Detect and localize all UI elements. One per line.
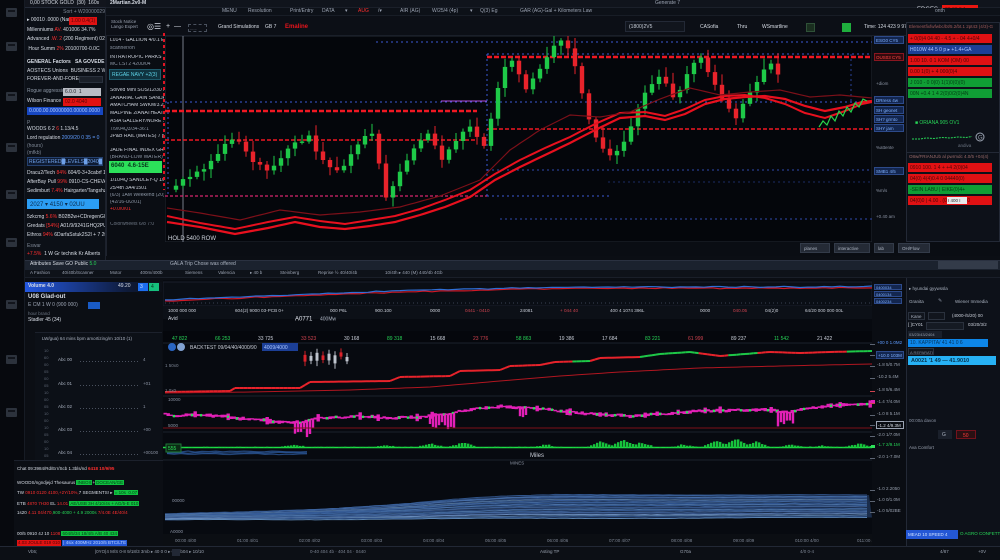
svg-text:19 386: 19 386	[559, 336, 575, 342]
svg-text:000 P6L: 000 P6L	[330, 308, 348, 313]
svg-text:4009/4000: 4009/4000	[264, 345, 288, 351]
svg-text:A0771: A0771	[295, 317, 313, 323]
svg-text:MINES: MINES	[510, 461, 524, 466]
svg-text:66 253: 66 253	[215, 336, 231, 342]
svg-text:1000 000 000: 1000 000 000	[168, 308, 197, 313]
svg-text:040.05: 040.05	[733, 308, 747, 313]
svg-text:5000: 5000	[168, 423, 179, 428]
svg-text:BACKTEST 09/04/40/4000/90: BACKTEST 09/04/40/4000/90	[190, 345, 257, 351]
svg-text:08:00 4/08: 08:00 4/08	[671, 538, 693, 543]
svg-text:010:00 4/00: 010:00 4/00	[795, 538, 819, 543]
svg-text:33 725: 33 725	[258, 336, 274, 342]
svg-text:HOLD 5400 ROW: HOLD 5400 ROW	[168, 236, 216, 242]
svg-text:0000: 0000	[700, 308, 711, 313]
svg-text:604(2) 9000 03-PCB 0+: 604(2) 9000 03-PCB 0+	[235, 308, 284, 313]
svg-text:400 4 1074 396L: 400 4 1074 396L	[610, 308, 645, 313]
svg-text:0000: 0000	[430, 308, 441, 313]
svg-text:555: 555	[168, 446, 177, 452]
svg-text:0441 - 0410: 0441 - 0410	[465, 308, 490, 313]
svg-text:01:00 4/01: 01:00 4/01	[237, 538, 259, 543]
svg-text:23 776: 23 776	[473, 336, 489, 342]
svg-text:900.100: 900.100	[375, 308, 392, 313]
svg-text:1 0x0: 1 0x0	[165, 388, 177, 393]
svg-text:24081: 24081	[520, 308, 533, 313]
svg-text:011:00 4/01: 011:00 4/01	[857, 538, 872, 543]
svg-text:89 237: 89 237	[731, 336, 747, 342]
svg-text:A0000: A0000	[170, 529, 184, 534]
svg-text:83 221: 83 221	[645, 336, 661, 342]
svg-text:+ 044 40: + 044 40	[560, 308, 578, 313]
svg-text:30 168: 30 168	[344, 336, 360, 342]
svg-text:64/20 000 000 00L: 64/20 000 000 00L	[805, 308, 844, 313]
svg-text:89 318: 89 318	[387, 336, 403, 342]
svg-text:07:00 4/07: 07:00 4/07	[609, 538, 631, 543]
svg-text:61 999: 61 999	[688, 336, 704, 342]
svg-text:00:00 4/00: 00:00 4/00	[175, 538, 197, 543]
svg-text:02:00 4/02: 02:00 4/02	[299, 538, 321, 543]
svg-text:00000: 00000	[172, 498, 185, 503]
svg-text:03:00 4/03: 03:00 4/03	[361, 538, 383, 543]
svg-text:21 422: 21 422	[817, 336, 833, 342]
svg-text:09:00 4/09: 09:00 4/09	[733, 538, 755, 543]
svg-text:Miles: Miles	[530, 453, 544, 459]
svg-text:1 50x0: 1 50x0	[165, 363, 179, 368]
svg-text:15 668: 15 668	[430, 336, 446, 342]
svg-text:06:00 4/06: 06:00 4/06	[547, 538, 569, 543]
svg-text:11 542: 11 542	[774, 336, 789, 342]
svg-text:47 822: 47 822	[172, 336, 188, 342]
svg-text:10000: 10000	[168, 397, 181, 402]
svg-text:04(2)0: 04(2)0	[765, 308, 779, 313]
svg-text:400Mw: 400Mw	[320, 317, 337, 323]
svg-text:G: G	[978, 136, 983, 142]
svg-text:58 863: 58 863	[516, 336, 532, 342]
svg-text:Avid: Avid	[168, 316, 178, 322]
svg-text:33 523: 33 523	[301, 336, 317, 342]
svg-text:05:00 4/05: 05:00 4/05	[485, 538, 507, 543]
svg-text:04:00 4/04: 04:00 4/04	[423, 538, 445, 543]
svg-text:17 684: 17 684	[602, 336, 618, 342]
